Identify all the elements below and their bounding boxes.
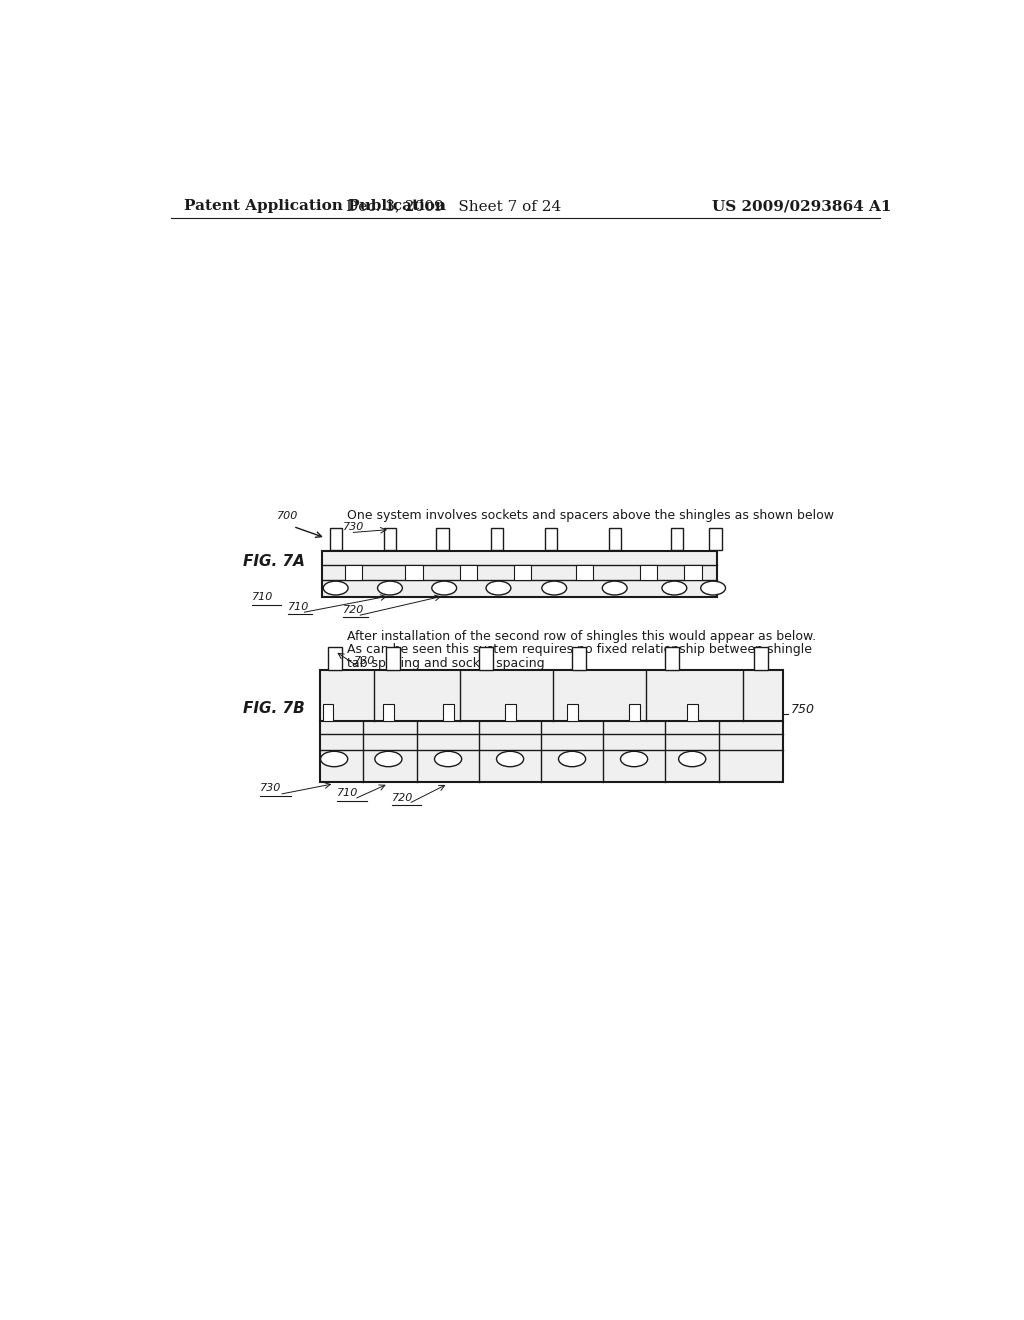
Text: 730: 730 <box>354 656 376 667</box>
Bar <box>575 565 593 581</box>
Text: 710: 710 <box>337 788 358 799</box>
Text: 730: 730 <box>343 521 365 532</box>
Text: tab spacing and socket spacing: tab spacing and socket spacing <box>346 657 544 671</box>
Ellipse shape <box>558 751 586 767</box>
Text: 710: 710 <box>252 593 273 602</box>
Text: 700: 700 <box>276 511 298 521</box>
Bar <box>442 704 454 721</box>
Ellipse shape <box>542 581 566 595</box>
Text: FIG. 7A: FIG. 7A <box>243 554 304 569</box>
Ellipse shape <box>486 581 511 595</box>
Bar <box>687 704 697 721</box>
Text: 730: 730 <box>260 783 282 793</box>
Text: 710: 710 <box>289 602 310 611</box>
Ellipse shape <box>679 751 706 767</box>
Ellipse shape <box>497 751 523 767</box>
Bar <box>386 647 400 671</box>
Text: 720: 720 <box>343 605 365 615</box>
Text: Dec. 3, 2009   Sheet 7 of 24: Dec. 3, 2009 Sheet 7 of 24 <box>346 199 561 213</box>
Ellipse shape <box>324 581 348 595</box>
Bar <box>665 647 679 671</box>
Ellipse shape <box>321 751 348 767</box>
Bar <box>755 647 768 671</box>
Bar <box>323 704 334 721</box>
Bar <box>322 552 717 597</box>
Text: FIG. 7B: FIG. 7B <box>243 701 304 715</box>
Bar <box>460 565 477 581</box>
Text: After installation of the second row of shingles this would appear as below.: After installation of the second row of … <box>346 630 816 643</box>
Ellipse shape <box>378 581 402 595</box>
Bar <box>671 528 683 549</box>
Bar <box>566 704 578 721</box>
Bar <box>505 704 515 721</box>
Bar <box>321 671 783 781</box>
Ellipse shape <box>375 751 402 767</box>
Bar <box>640 565 656 581</box>
Bar <box>436 528 449 549</box>
Bar <box>479 647 493 671</box>
Text: As can be seen this system requires no fixed relationship between shingle: As can be seen this system requires no f… <box>346 644 812 656</box>
Ellipse shape <box>700 581 726 595</box>
Bar <box>345 565 362 581</box>
Text: One system involves sockets and spacers above the shingles as shown below: One system involves sockets and spacers … <box>346 510 834 523</box>
Bar <box>406 565 423 581</box>
Bar <box>328 647 342 671</box>
Text: 720: 720 <box>391 792 413 803</box>
Bar <box>384 528 396 549</box>
Bar <box>572 647 586 671</box>
Bar <box>514 565 531 581</box>
Ellipse shape <box>662 581 687 595</box>
Text: 750: 750 <box>791 702 815 715</box>
Ellipse shape <box>602 581 627 595</box>
Bar <box>629 704 640 721</box>
Bar <box>490 528 503 549</box>
Ellipse shape <box>432 581 457 595</box>
Bar <box>710 528 722 549</box>
Bar <box>545 528 557 549</box>
Bar <box>383 704 394 721</box>
Ellipse shape <box>434 751 462 767</box>
Bar <box>330 528 342 549</box>
Bar <box>684 565 701 581</box>
Text: US 2009/0293864 A1: US 2009/0293864 A1 <box>713 199 892 213</box>
Text: Patent Application Publication: Patent Application Publication <box>183 199 445 213</box>
Bar <box>608 528 621 549</box>
Ellipse shape <box>621 751 647 767</box>
